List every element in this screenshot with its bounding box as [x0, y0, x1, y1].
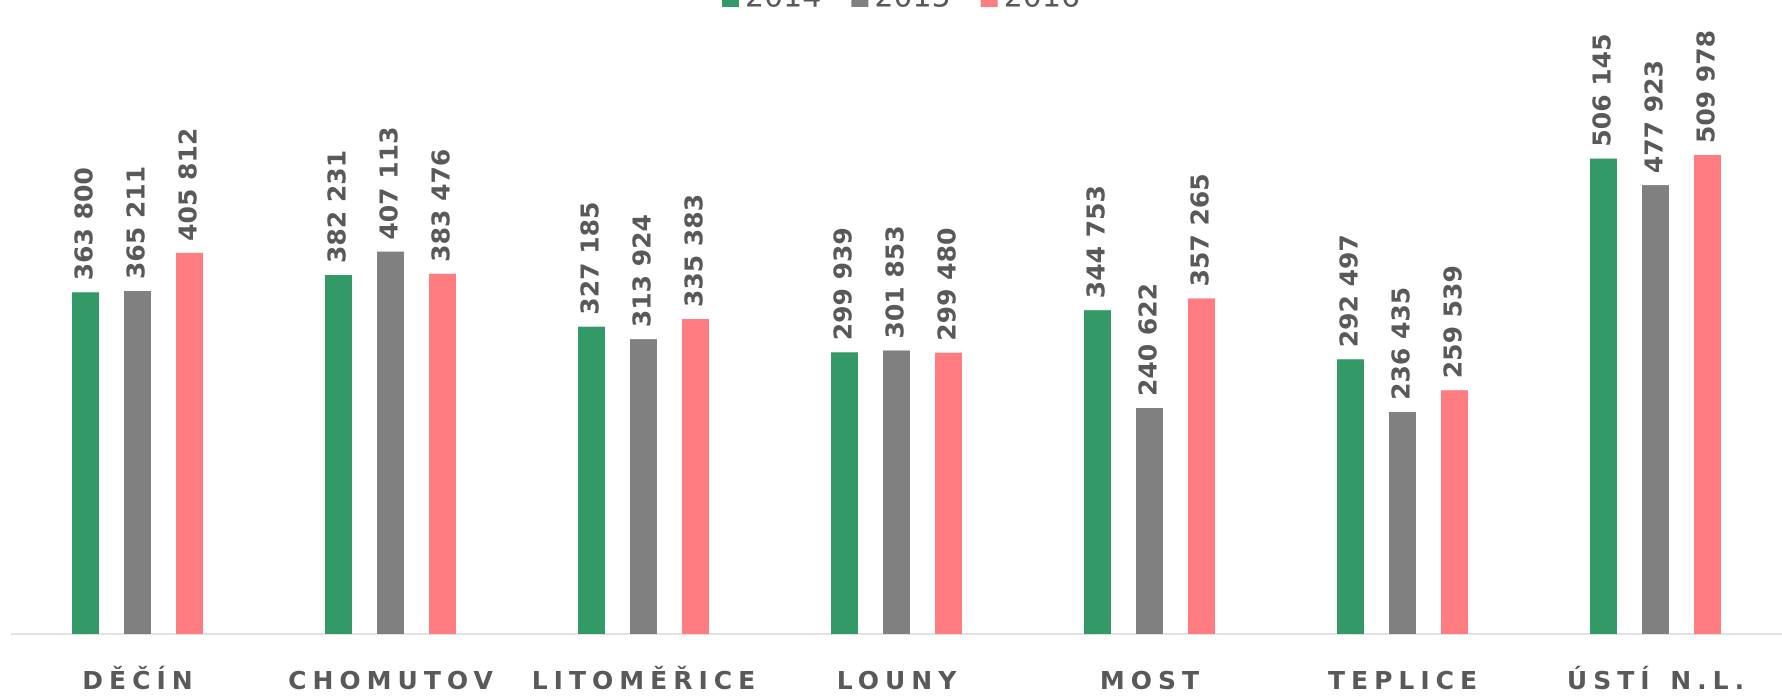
legend-label: 2014	[745, 0, 821, 15]
bar	[1441, 390, 1468, 634]
bar	[1694, 154, 1721, 634]
data-label: 240 622	[1134, 283, 1163, 396]
bar	[176, 252, 203, 634]
bar	[1084, 310, 1111, 634]
bar	[429, 273, 456, 634]
data-label: 299 480	[933, 228, 962, 341]
data-label: 405 812	[174, 128, 203, 241]
bar	[72, 292, 99, 634]
data-label: 365 211	[122, 166, 151, 279]
data-label: 363 800	[70, 167, 99, 280]
data-label: 301 853	[881, 225, 910, 338]
data-label: 259 539	[1439, 265, 1468, 378]
x-tick-label: CHOMUTOV	[288, 666, 499, 695]
bar	[1389, 411, 1416, 634]
x-tick-label: LITOMĚŘICE	[532, 666, 761, 695]
x-tick-label: ÚSTÍ N.L.	[1567, 665, 1750, 695]
data-label: 509 978	[1692, 30, 1721, 143]
data-label: 313 924	[628, 214, 657, 327]
bar	[1642, 185, 1669, 635]
data-label: 383 476	[427, 149, 456, 262]
bar	[325, 274, 352, 634]
data-label: 407 113	[375, 127, 404, 240]
bar	[377, 251, 404, 634]
legend-swatch	[851, 0, 869, 7]
x-tick-label: TEPLICE	[1328, 666, 1483, 695]
legend-swatch	[980, 0, 998, 7]
bar	[935, 352, 962, 634]
data-label: 477 923	[1640, 60, 1669, 173]
data-label: 357 265	[1186, 173, 1215, 286]
data-label: 335 383	[680, 194, 709, 307]
data-label: 344 753	[1082, 185, 1111, 298]
bar	[630, 339, 657, 634]
bar	[1188, 298, 1215, 634]
bar	[1337, 359, 1364, 634]
bar	[1590, 158, 1617, 634]
x-tick-label: DĚČÍN	[82, 665, 198, 695]
legend-swatch	[722, 0, 739, 7]
bar	[682, 318, 709, 634]
bar	[124, 290, 151, 634]
data-label: 292 497	[1335, 234, 1364, 347]
data-label: 299 939	[829, 227, 858, 340]
data-label: 382 231	[323, 150, 352, 263]
bar	[831, 352, 858, 634]
bar	[1136, 407, 1163, 634]
data-label: 236 435	[1387, 287, 1416, 400]
data-label: 327 185	[576, 202, 605, 315]
x-tick-label: LOUNY	[837, 666, 963, 695]
x-tick-label: MOST	[1100, 666, 1205, 695]
data-label: 506 145	[1588, 34, 1617, 147]
legend-label: 2015	[874, 0, 950, 15]
legend-label: 2016	[1004, 0, 1080, 15]
bar	[883, 350, 910, 634]
bar	[578, 326, 605, 634]
